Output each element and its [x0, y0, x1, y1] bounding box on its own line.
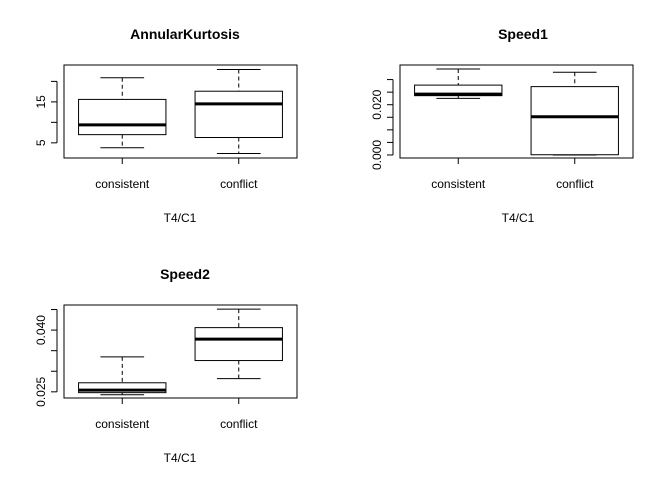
panel-speed2: Speed2 0.025 0.040 consistent conflict T4…: [34, 266, 298, 465]
x-tick-label: conflict: [220, 417, 258, 431]
plot-frame: [63, 304, 298, 399]
box: [530, 86, 619, 156]
chart-title: Speed1: [498, 26, 548, 42]
y-tick-label: 0.020: [370, 89, 384, 119]
chart-title: Speed2: [160, 266, 210, 282]
panel-speed1: Speed1 0.000 0.020 consistent conflict T4…: [370, 26, 634, 225]
y-axis: 5 15: [34, 80, 58, 146]
y-tick-label: 5: [34, 139, 48, 146]
x-tick-label: conflict: [220, 177, 258, 191]
x-tick-label: conflict: [556, 177, 594, 191]
y-tick-label: 0.025: [34, 376, 48, 406]
y-axis: 0.025 0.040: [34, 309, 58, 407]
y-tick-label: 15: [34, 95, 48, 109]
plot-area: [78, 308, 283, 404]
box: [194, 327, 283, 362]
plot-area: [78, 69, 283, 164]
x-tick-label: consistent: [95, 417, 150, 431]
box: [78, 382, 167, 394]
x-tick-label: consistent: [95, 177, 150, 191]
panel-annular-kurtosis: AnnularKurtosis 515 consistent conflict …: [34, 26, 298, 225]
box: [414, 84, 503, 97]
y-tick-label: 0.000: [370, 140, 384, 170]
plot-frame: [63, 64, 298, 159]
y-tick-label: 0.040: [34, 315, 48, 345]
y-axis: 0.000 0.020: [370, 79, 394, 170]
x-tick-label: consistent: [431, 177, 486, 191]
plot-frame: [399, 64, 634, 159]
chart-title: AnnularKurtosis: [130, 26, 240, 42]
x-axis-label: T4/C1: [164, 211, 197, 225]
box: [194, 90, 283, 139]
x-axis-label: T4/C1: [502, 211, 535, 225]
plot-area: [414, 68, 619, 164]
x-axis-label: T4/C1: [164, 451, 197, 465]
box: [78, 98, 167, 136]
